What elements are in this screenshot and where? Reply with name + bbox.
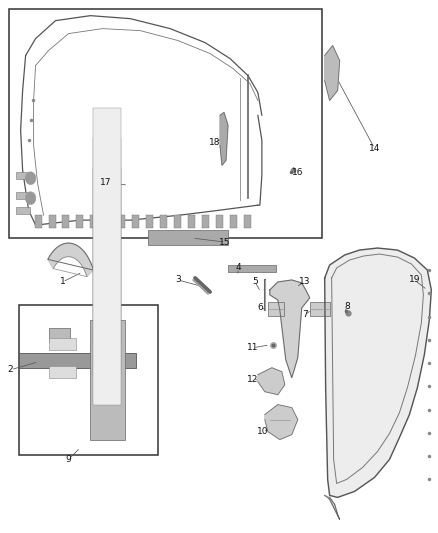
Bar bbox=[19, 353, 136, 368]
Text: 19: 19 bbox=[409, 276, 420, 285]
Bar bbox=[228, 265, 276, 272]
Text: 15: 15 bbox=[219, 238, 231, 247]
Text: 11: 11 bbox=[247, 343, 259, 352]
Text: 17: 17 bbox=[99, 177, 111, 187]
Bar bbox=[216, 215, 223, 228]
Text: 12: 12 bbox=[247, 375, 258, 384]
Bar bbox=[9, 9, 321, 238]
Polygon shape bbox=[325, 46, 339, 100]
Text: 7: 7 bbox=[302, 310, 307, 319]
Polygon shape bbox=[325, 248, 431, 497]
Bar bbox=[202, 215, 209, 228]
Polygon shape bbox=[265, 405, 298, 440]
Text: 5: 5 bbox=[252, 278, 258, 286]
Polygon shape bbox=[325, 495, 339, 519]
Circle shape bbox=[25, 172, 36, 184]
Bar bbox=[49, 366, 77, 378]
Text: 3: 3 bbox=[175, 276, 181, 285]
Bar bbox=[118, 215, 125, 228]
Polygon shape bbox=[220, 112, 228, 165]
Bar bbox=[310, 302, 330, 316]
Polygon shape bbox=[258, 368, 285, 394]
Bar bbox=[148, 230, 228, 245]
Bar bbox=[49, 215, 56, 228]
Bar bbox=[268, 302, 284, 316]
Text: 9: 9 bbox=[66, 455, 71, 464]
Bar bbox=[90, 215, 97, 228]
Text: 4: 4 bbox=[235, 263, 241, 272]
Text: 6: 6 bbox=[257, 303, 263, 312]
Bar bbox=[93, 168, 121, 345]
Polygon shape bbox=[270, 280, 310, 378]
Bar bbox=[16, 207, 30, 214]
Text: 2: 2 bbox=[8, 365, 14, 374]
Bar bbox=[63, 215, 70, 228]
Bar bbox=[19, 305, 158, 455]
Bar bbox=[90, 320, 125, 440]
Bar bbox=[93, 138, 121, 375]
Bar bbox=[174, 215, 181, 228]
Bar bbox=[188, 215, 195, 228]
Bar bbox=[16, 172, 30, 180]
Bar bbox=[104, 215, 111, 228]
Text: 10: 10 bbox=[257, 427, 268, 436]
Bar bbox=[49, 328, 71, 342]
Bar bbox=[244, 215, 251, 228]
Text: 13: 13 bbox=[299, 278, 311, 286]
Circle shape bbox=[25, 192, 36, 205]
Bar bbox=[132, 215, 139, 228]
Text: 16: 16 bbox=[292, 168, 304, 177]
Polygon shape bbox=[48, 243, 93, 277]
Bar bbox=[49, 338, 77, 350]
Text: 8: 8 bbox=[345, 302, 350, 311]
Text: 1: 1 bbox=[60, 278, 65, 286]
Bar bbox=[230, 215, 237, 228]
Bar bbox=[77, 215, 83, 228]
Text: 18: 18 bbox=[209, 138, 221, 147]
Text: 14: 14 bbox=[369, 144, 380, 153]
Bar bbox=[93, 108, 121, 405]
Bar bbox=[160, 215, 167, 228]
Bar bbox=[16, 192, 30, 199]
Bar bbox=[35, 215, 42, 228]
Bar bbox=[146, 215, 153, 228]
